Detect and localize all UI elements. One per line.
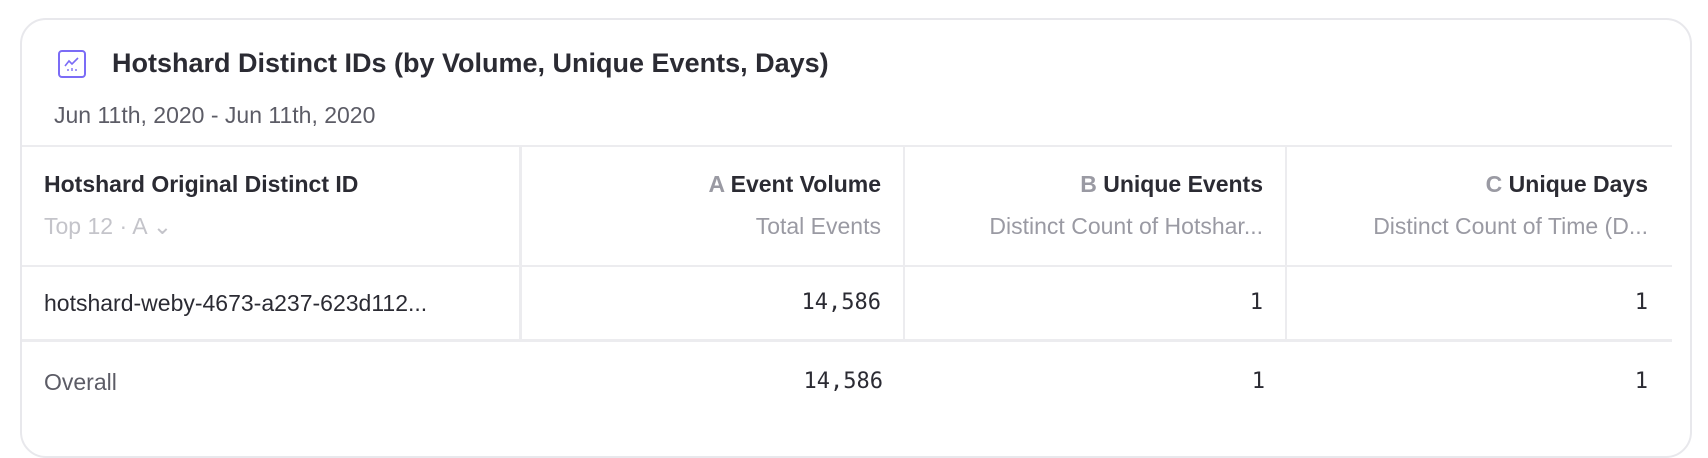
results-table: Hotshard Original Distinct ID Top 12 · A… (22, 145, 1672, 422)
column-letter: B (1080, 171, 1097, 197)
unique-events-cell: 1 (905, 267, 1287, 339)
report-header: Hotshard Distinct IDs (by Volume, Unique… (58, 48, 829, 79)
report-card: Hotshard Distinct IDs (by Volume, Unique… (20, 18, 1692, 458)
overall-unique-events: 1 (1251, 369, 1265, 394)
overall-unique-days: 1 (1634, 369, 1648, 394)
group-column-header: Hotshard Original Distinct ID Top 12 · A… (22, 147, 522, 265)
column-sublabel: Distinct Count of Time (D... (1373, 213, 1648, 239)
column-sublabel: Distinct Count of Hotshar... (989, 213, 1263, 239)
column-letter: A (708, 171, 725, 197)
top-n-label: Top 12 · A (44, 213, 147, 239)
date-range: Jun 11th, 2020 - Jun 11th, 2020 (54, 102, 376, 128)
column-header-event-volume[interactable]: A Event Volume Total Events (522, 147, 905, 265)
column-label: Event Volume (730, 171, 881, 197)
overall-event-volume: 14,586 (803, 369, 883, 394)
overall-row: Overall 14,586 1 1 (22, 342, 1672, 422)
event-volume-cell: 14,586 (522, 267, 905, 339)
column-header-unique-events[interactable]: B Unique Events Distinct Count of Hotsha… (905, 147, 1287, 265)
top-n-selector[interactable]: Top 12 · A ⌄ (44, 213, 497, 240)
report-title[interactable]: Hotshard Distinct IDs (by Volume, Unique… (112, 48, 829, 78)
column-label: Unique Events (1103, 171, 1263, 197)
distinct-id-cell[interactable]: hotshard-weby-4673-a237-623d112... (22, 267, 522, 339)
line-chart-icon (58, 49, 86, 78)
group-column-label: Hotshard Original Distinct ID (44, 171, 359, 197)
overall-label: Overall (44, 369, 117, 395)
column-label: Unique Days (1508, 171, 1648, 197)
column-letter: C (1485, 171, 1503, 197)
table-row[interactable]: hotshard-weby-4673-a237-623d112... 14,58… (22, 265, 1672, 342)
chevron-down-icon: ⌄ (152, 213, 172, 239)
table-header-row: Hotshard Original Distinct ID Top 12 · A… (22, 145, 1672, 265)
unique-days-cell: 1 (1634, 290, 1648, 315)
column-header-unique-days[interactable]: C Unique Days Distinct Count of Time (D.… (1287, 147, 1670, 265)
column-sublabel: Total Events (755, 213, 881, 239)
